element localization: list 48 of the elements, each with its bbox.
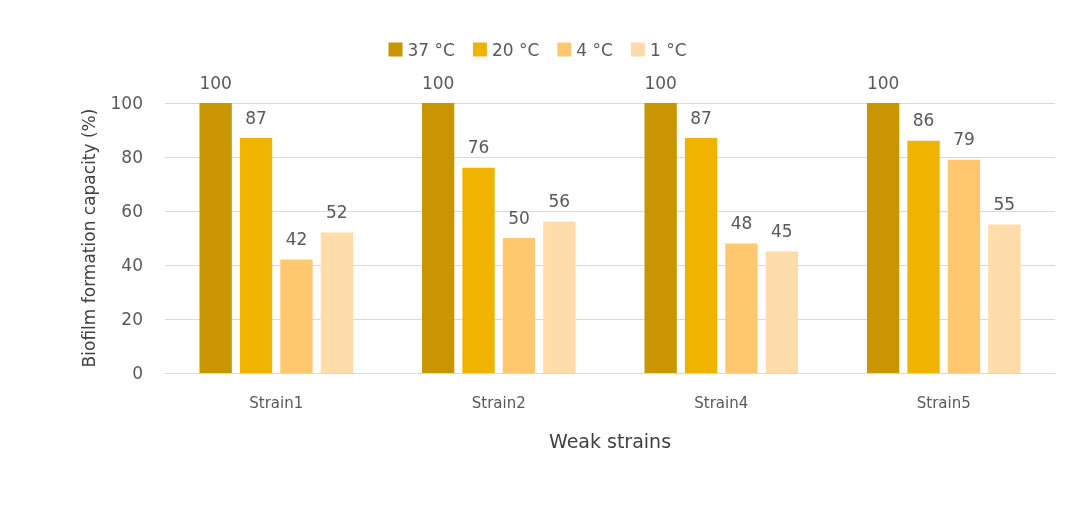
data-label: 87: [690, 107, 712, 128]
data-label: 79: [953, 129, 975, 150]
bar: [907, 140, 940, 373]
bar: [765, 251, 799, 373]
legend-label: 37 °C: [407, 39, 455, 60]
legend-label: 20 °C: [491, 39, 540, 60]
data-label: 100: [644, 72, 677, 93]
y-tick-label: 0: [132, 363, 143, 383]
legend-label: 4 °C: [576, 39, 613, 60]
data-label: 100: [199, 72, 232, 93]
bar: [725, 243, 758, 373]
data-label: 86: [912, 110, 935, 131]
data-label: 76: [467, 137, 490, 158]
x-tick-label: Strain4: [694, 393, 749, 412]
data-label: 48: [730, 212, 753, 233]
y-tick-label: 100: [110, 93, 143, 113]
bar: [462, 167, 495, 373]
bar: [947, 159, 981, 373]
data-label: 52: [326, 202, 348, 223]
x-tick-label: Strain1: [249, 393, 304, 412]
bar: [421, 103, 455, 373]
data-label: 55: [993, 194, 1016, 214]
bar: [644, 103, 677, 373]
bar: [320, 232, 354, 373]
y-tick-label: 40: [121, 255, 143, 275]
data-label: 50: [508, 207, 530, 228]
data-label: 100: [421, 72, 455, 93]
bar: [684, 138, 718, 373]
data-label: 100: [866, 72, 900, 93]
y-tick-label: 80: [121, 147, 143, 167]
data-label: 87: [245, 107, 267, 128]
y-tick-label: 20: [121, 309, 143, 329]
y-tick-label: 60: [121, 201, 143, 221]
data-label: 45: [771, 221, 793, 241]
bar: [543, 221, 576, 373]
bar: [280, 259, 313, 373]
bar: [988, 224, 1021, 373]
x-tick-label: Strain5: [916, 393, 971, 412]
data-label: 56: [548, 191, 571, 212]
x-axis-title: Weak strains: [548, 429, 672, 452]
bar: [866, 103, 900, 373]
data-label: 42: [285, 229, 308, 250]
x-tick-label: Strain2: [471, 393, 526, 412]
bar: [239, 138, 273, 373]
bar: [502, 238, 536, 373]
y-axis-title: Biofilm formation capacity (%): [78, 108, 99, 368]
bar: [199, 103, 232, 373]
legend-label: 1 °C: [649, 39, 687, 60]
